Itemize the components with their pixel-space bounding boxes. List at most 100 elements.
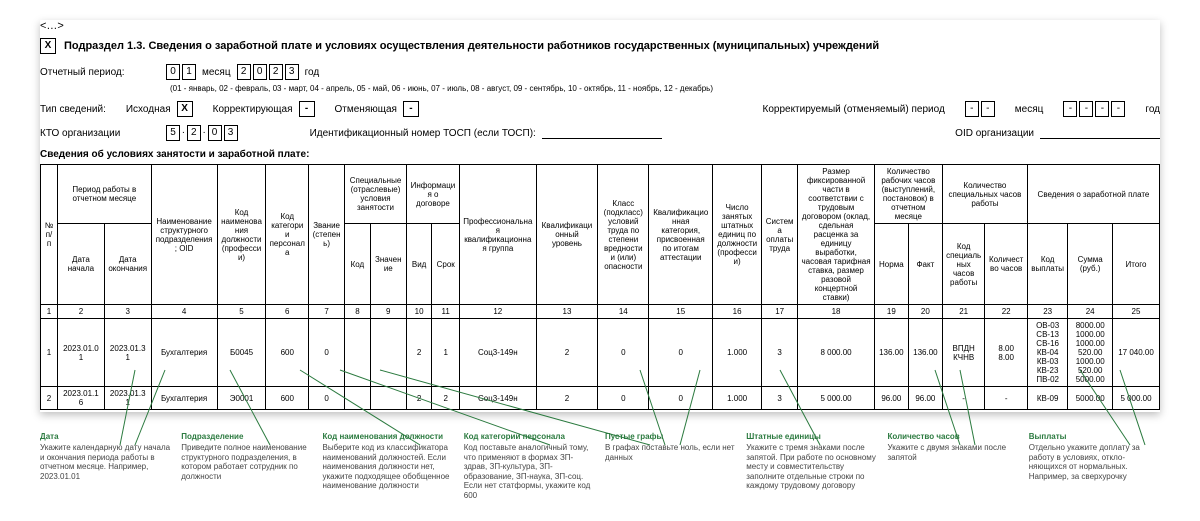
cell: 2 (406, 387, 432, 410)
cell: 600 (266, 319, 309, 387)
index-row: 1234567891011121314151617181920212223242… (41, 305, 1160, 319)
th-sc: Код (345, 224, 371, 305)
digit: 3 (285, 64, 299, 80)
cell: 1.000 (713, 319, 762, 387)
th-fixed: Размер фиксированной части в соответстви… (798, 165, 875, 305)
th-prof: Профессиональная квалификационная группа (460, 165, 537, 305)
cell: 0 (598, 319, 649, 387)
th-index: 10 (406, 305, 432, 319)
callout: Пустые графыВ графах поставьте ноль, есл… (605, 432, 736, 501)
section-checkbox: X (40, 38, 56, 54)
th-index: 12 (460, 305, 537, 319)
callout-title: Количество часов (888, 432, 1019, 441)
th-shq: Количество часов (985, 224, 1028, 305)
th-index: 24 (1068, 305, 1113, 319)
type-label: Тип сведений: (40, 104, 106, 115)
ellipsis: <…> (40, 20, 1160, 32)
th-index: 25 (1113, 305, 1160, 319)
callout-body: Отдельно укажите доплату за работу в усл… (1029, 443, 1160, 481)
cell: 600 (266, 387, 309, 410)
callout: ДатаУкажите календарную дату начала и ок… (40, 432, 171, 501)
callout-title: Штатные единицы (746, 432, 877, 441)
th-job: Код наименования должности (профессии) (217, 165, 266, 305)
cell: 5 000.00 (798, 387, 875, 410)
th-sv: Значение (370, 224, 406, 305)
cell: 3 (762, 319, 798, 387)
period-year-boxes: 2 0 2 3 (237, 64, 299, 80)
th-psys: Система оплаты труда (762, 165, 798, 305)
cell: 0 (649, 319, 713, 387)
cell: 136.00 (908, 319, 942, 387)
th-index: 3 (104, 305, 151, 319)
cell: 1 (432, 319, 460, 387)
cell: Бухгалтерия (151, 319, 217, 387)
th-index: 14 (598, 305, 649, 319)
th-special: Специальные (отраслевые) условия занятос… (345, 165, 407, 224)
callout: Штатные единицыУкажите с тремя знаками п… (746, 432, 877, 501)
year-word: год (1145, 104, 1160, 115)
cell: 2023.01.16 (58, 387, 105, 410)
cell: 5000.00 (1068, 387, 1113, 410)
th-hours: Количество рабочих часов (выступлений, п… (874, 165, 942, 224)
th-index: 11 (432, 305, 460, 319)
month-word: месяц (202, 67, 231, 78)
cell: 2023.01.31 (104, 319, 151, 387)
callout-body: В графах поставьте ноль, если нет данных (605, 443, 736, 462)
cell: 8 000.00 (798, 319, 875, 387)
cell: ОВ-03 СВ-13 СВ-16 КВ-04 КВ-03 КВ-23 ПВ-0… (1027, 319, 1067, 387)
th-index: 17 (762, 305, 798, 319)
cell: 1 (41, 319, 58, 387)
digit: 1 (182, 64, 196, 80)
type-item-label: Исходная (126, 104, 171, 115)
callout: Код категории персоналаКод поставьте ана… (464, 432, 595, 501)
main-table: № п/п Период работы в отчетном месяце На… (40, 164, 1160, 410)
th-qcat: Квалификационная категория, присвоенная … (649, 165, 713, 305)
oid-line (1040, 127, 1160, 139)
cell: ВПДН КЧНВ (942, 319, 985, 387)
section-header: X Подраздел 1.3. Сведения о заработной п… (40, 38, 1160, 54)
th-index: 2 (58, 305, 105, 319)
cell: 17 040.00 (1113, 319, 1160, 387)
th-pay: Сведения о заработной плате (1027, 165, 1159, 224)
cell: Соц3-149н (460, 387, 537, 410)
th-pc: Код выплаты (1027, 224, 1067, 305)
cell: 96.00 (908, 387, 942, 410)
th-contract: Информация о договоре (406, 165, 459, 224)
year-word: год (305, 67, 320, 78)
digit: 2 (237, 64, 251, 80)
type-checkbox: X (177, 101, 193, 117)
table-row: 12023.01.012023.01.31БухгалтерияБ0045600… (41, 319, 1160, 387)
th-ps: Сумма (руб.) (1068, 224, 1113, 305)
th-index: 4 (151, 305, 217, 319)
tosp-line (542, 127, 662, 139)
cell: Б0045 (217, 319, 266, 387)
cell: 2 (432, 387, 460, 410)
callout-body: Приведите полное наименование структурно… (181, 443, 312, 481)
oid-label: OID организации (955, 128, 1034, 139)
th-norm: Норма (874, 224, 908, 305)
th-index: 13 (536, 305, 598, 319)
digit: 0 (253, 64, 267, 80)
cell: 3 (762, 387, 798, 410)
digit: 0 (166, 64, 180, 80)
cell: Э0001 (217, 387, 266, 410)
callout-body: Код поставьте аналогичный тому, что прим… (464, 443, 595, 501)
cell: Бухгалтерия (151, 387, 217, 410)
cell: 2 (41, 387, 58, 410)
cell: 0 (309, 387, 345, 410)
period-month-boxes: 0 1 (166, 64, 196, 80)
th-units: Число занятых штатных единиц по должност… (713, 165, 762, 305)
cell: 8000.00 1000.00 1000.00 520.00 1000.00 5… (1068, 319, 1113, 387)
th-n: № п/п (41, 165, 58, 305)
th-index: 19 (874, 305, 908, 319)
callout-title: Дата (40, 432, 171, 441)
digit: 3 (224, 125, 238, 141)
cell: 2 (536, 387, 598, 410)
kto-label: КТО организации (40, 128, 160, 139)
cell: КВ-09 (1027, 387, 1067, 410)
digit: 2 (269, 64, 283, 80)
type-checkbox: - (299, 101, 315, 117)
digit: 0 (208, 125, 222, 141)
digit: - (1079, 101, 1093, 117)
th-class: Класс (подкласс) условий труда по степен… (598, 165, 649, 305)
